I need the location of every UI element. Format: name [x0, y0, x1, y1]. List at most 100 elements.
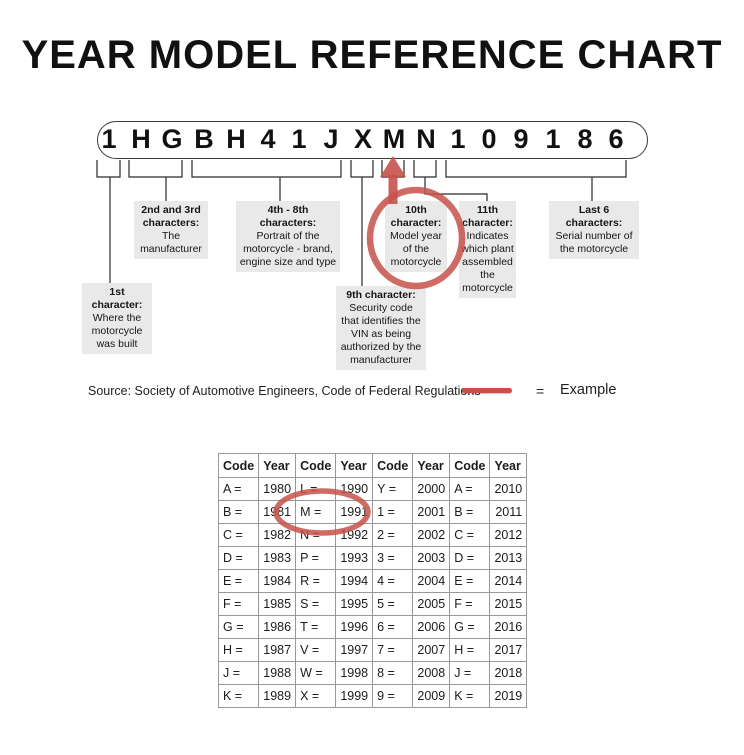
code-cell: J =	[449, 661, 491, 685]
legend-equals: =	[536, 383, 545, 399]
year-cell: 2009	[412, 684, 451, 708]
table-row: J = 1988 W = 1998 8 = 2008 J = 2018	[217, 661, 528, 685]
year-cell: 1999	[335, 684, 374, 708]
callout-body: The manufacturer	[140, 230, 202, 255]
code-cell: D =	[449, 546, 491, 570]
year-cell: 2011	[489, 500, 528, 524]
code-cell: S =	[295, 592, 337, 616]
year-cell: 1990	[335, 477, 374, 501]
code-cell: H =	[217, 638, 260, 662]
code-cell: H =	[449, 638, 491, 662]
vin-character: 6	[608, 124, 624, 154]
vin-character: 1	[101, 124, 117, 154]
code-cell: Y =	[372, 477, 414, 501]
year-cell: 2017	[489, 638, 528, 662]
callout-body: Security code that identifies the VIN as…	[340, 302, 422, 366]
table-row: C = 1982 N = 1992 2 = 2002 C = 2012	[217, 523, 528, 547]
example-marker-line-icon	[462, 388, 512, 393]
table-row: D = 1983 P = 1993 3 = 2003 D = 2013	[217, 546, 528, 570]
year-cell: 1981	[258, 500, 297, 524]
source-attribution: Source: Society of Automotive Engineers,…	[88, 384, 481, 398]
code-cell: T =	[295, 615, 337, 639]
code-cell: M =	[295, 500, 337, 524]
table-header-cell: Code	[295, 453, 337, 478]
callout-title: 11th character:	[462, 204, 513, 229]
year-cell: 1993	[335, 546, 374, 570]
year-cell: 2019	[489, 684, 528, 708]
table-row: A = 1980 L = 1990 Y = 2000 A = 2010	[217, 477, 528, 501]
vin-character: M	[382, 124, 406, 154]
year-cell: 2012	[489, 523, 528, 547]
year-cell: 1986	[258, 615, 297, 639]
code-cell: A =	[217, 477, 260, 501]
year-cell: 1984	[258, 569, 297, 593]
callout-body: Where the motorcycle was built	[91, 312, 143, 350]
year-cell: 1983	[258, 546, 297, 570]
code-cell: P =	[295, 546, 337, 570]
callout-title: 10th character:	[390, 204, 442, 229]
vin-character: 0	[481, 124, 497, 154]
code-cell: G =	[217, 615, 260, 639]
code-cell: 4 =	[372, 569, 414, 593]
year-cell: 1997	[335, 638, 374, 662]
code-cell: K =	[449, 684, 491, 708]
vin-character: H	[226, 124, 246, 154]
callout-9th-character: 9th character: Security code that identi…	[336, 286, 426, 370]
code-cell: E =	[217, 569, 260, 593]
legend-example-label: Example	[560, 382, 617, 398]
vin-character: G	[161, 124, 183, 154]
year-cell: 2005	[412, 592, 451, 616]
code-cell: F =	[449, 592, 491, 616]
vin-character: 1	[450, 124, 466, 154]
code-cell: 6 =	[372, 615, 414, 639]
year-cell: 1988	[258, 661, 297, 685]
callout-title: 1st character:	[91, 286, 143, 311]
year-cell: 1994	[335, 569, 374, 593]
table-header-row: Code Year Code Year Code Year Code Year	[217, 453, 528, 478]
code-cell: V =	[295, 638, 337, 662]
callout-body: Portrait of the motorcycle - brand, engi…	[239, 230, 337, 268]
callout-10th-character: 10th character: Model year of the motorc…	[385, 201, 447, 272]
code-cell: 7 =	[372, 638, 414, 662]
vin-character: 8	[577, 124, 593, 154]
year-cell: 1985	[258, 592, 297, 616]
year-cell: 2016	[489, 615, 528, 639]
code-cell: K =	[217, 684, 260, 708]
code-cell: B =	[449, 500, 491, 524]
callout-title: 2nd and 3rd characters:	[141, 204, 201, 229]
vin-character: 1	[291, 124, 307, 154]
table-row: K = 1989 X = 1999 9 = 2009 K = 2019	[217, 684, 528, 708]
code-cell: B =	[217, 500, 260, 524]
vin-character: N	[416, 124, 436, 154]
code-cell: C =	[449, 523, 491, 547]
vin-character: 9	[513, 124, 529, 154]
code-cell: 9 =	[372, 684, 414, 708]
table-header-cell: Code	[217, 453, 260, 478]
table-row: F = 1985 S = 1995 5 = 2005 F = 2015	[217, 592, 528, 616]
code-cell: W =	[295, 661, 337, 685]
code-cell: X =	[295, 684, 337, 708]
table-header-cell: Year	[258, 453, 297, 478]
year-cell: 1980	[258, 477, 297, 501]
page-title: YEAR MODEL REFERENCE CHART	[21, 33, 723, 77]
vin-character: H	[131, 124, 151, 154]
year-cell: 1995	[335, 592, 374, 616]
callout-2nd-3rd-characters: 2nd and 3rd characters: The manufacturer	[134, 201, 208, 259]
code-cell: J =	[217, 661, 260, 685]
year-cell: 2003	[412, 546, 451, 570]
callout-last-6-characters: Last 6 characters: Serial number of the …	[549, 201, 639, 259]
callout-title: 9th character:	[346, 289, 416, 301]
vin-character: J	[323, 124, 339, 154]
callout-body: Indicates which plant assembled the moto…	[461, 230, 514, 294]
code-cell: 5 =	[372, 592, 414, 616]
code-cell: 3 =	[372, 546, 414, 570]
year-code-table-head: Code Year Code Year Code Year Code Year	[217, 453, 528, 478]
vin-character: 4	[260, 124, 276, 154]
year-cell: 1989	[258, 684, 297, 708]
code-cell: G =	[449, 615, 491, 639]
table-header-cell: Year	[412, 453, 451, 478]
vin-character: X	[353, 124, 373, 154]
code-cell: F =	[217, 592, 260, 616]
table-header-cell: Year	[335, 453, 374, 478]
